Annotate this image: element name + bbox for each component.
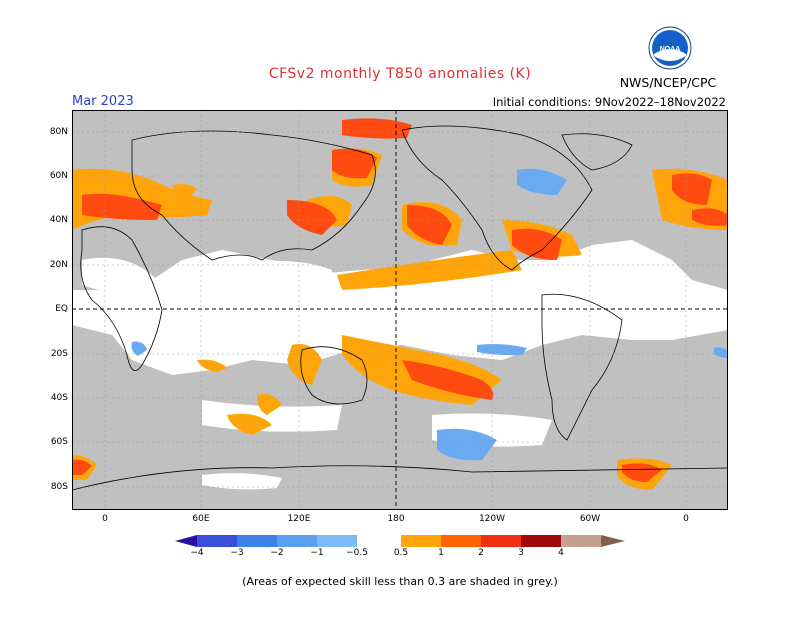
colorbar-cell bbox=[277, 535, 317, 547]
y-tick: 20S bbox=[50, 349, 68, 359]
x-tick: 60W bbox=[579, 514, 601, 524]
colorbar-label: 0.5 bbox=[393, 548, 409, 558]
y-tick: 60S bbox=[50, 437, 68, 447]
colorbar-label: 1 bbox=[438, 548, 444, 558]
colorbar bbox=[175, 534, 627, 548]
colorbar-cell bbox=[175, 535, 197, 547]
x-tick: 0 bbox=[683, 514, 689, 524]
colorbar-cell bbox=[237, 535, 277, 547]
colorbar-label: −0.5 bbox=[346, 548, 368, 558]
colorbar-cell bbox=[197, 535, 237, 547]
noaa-logo-icon: NOAA bbox=[648, 26, 692, 70]
colorbar-label: −1 bbox=[310, 548, 324, 558]
x-tick: 120E bbox=[287, 514, 311, 524]
coastlines bbox=[72, 125, 728, 491]
warm-anomalies-1-2 bbox=[72, 118, 728, 482]
x-tick: 120W bbox=[478, 514, 506, 524]
graticule bbox=[72, 110, 728, 510]
logo-text: NOAA bbox=[660, 46, 681, 53]
y-tick: 60N bbox=[49, 171, 68, 181]
skill-footnote: (Areas of expected skill less than 0.3 a… bbox=[242, 575, 558, 588]
initial-conditions: Initial conditions: 9Nov2022–18Nov2022 bbox=[492, 95, 726, 109]
colorbar-cell bbox=[521, 535, 561, 547]
y-tick: 40S bbox=[50, 393, 68, 403]
colorbar-label: −3 bbox=[230, 548, 244, 558]
colorbar-cell bbox=[317, 535, 357, 547]
colorbar-cell bbox=[601, 535, 625, 547]
valid-month: Mar 2023 bbox=[72, 94, 134, 109]
map-frame bbox=[72, 110, 728, 510]
colorbar-label: 2 bbox=[478, 548, 484, 558]
cold-anomalies bbox=[131, 168, 728, 461]
y-tick: 80S bbox=[50, 482, 68, 492]
colorbar-cell bbox=[401, 535, 441, 547]
map-panel bbox=[72, 110, 728, 510]
colorbar-cell bbox=[561, 535, 601, 547]
colorbar-label: −2 bbox=[270, 548, 284, 558]
colorbar-label: −4 bbox=[190, 548, 204, 558]
colorbar-cell bbox=[481, 535, 521, 547]
chart-title: CFSv2 monthly T850 anomalies (K) bbox=[268, 66, 532, 82]
agency-label: NWS/NCEP/CPC bbox=[619, 75, 717, 90]
y-tick: 40N bbox=[49, 215, 68, 225]
y-tick: 20N bbox=[49, 260, 68, 270]
colorbar-label: 4 bbox=[558, 548, 564, 558]
y-tick: EQ bbox=[55, 304, 68, 314]
x-tick: 180 bbox=[387, 514, 405, 524]
colorbar-cell bbox=[357, 535, 401, 547]
y-tick: 80N bbox=[49, 127, 68, 137]
x-tick: 0 bbox=[102, 514, 108, 524]
colorbar-label: 3 bbox=[518, 548, 524, 558]
x-tick: 60E bbox=[192, 514, 210, 524]
colorbar-cell bbox=[441, 535, 481, 547]
